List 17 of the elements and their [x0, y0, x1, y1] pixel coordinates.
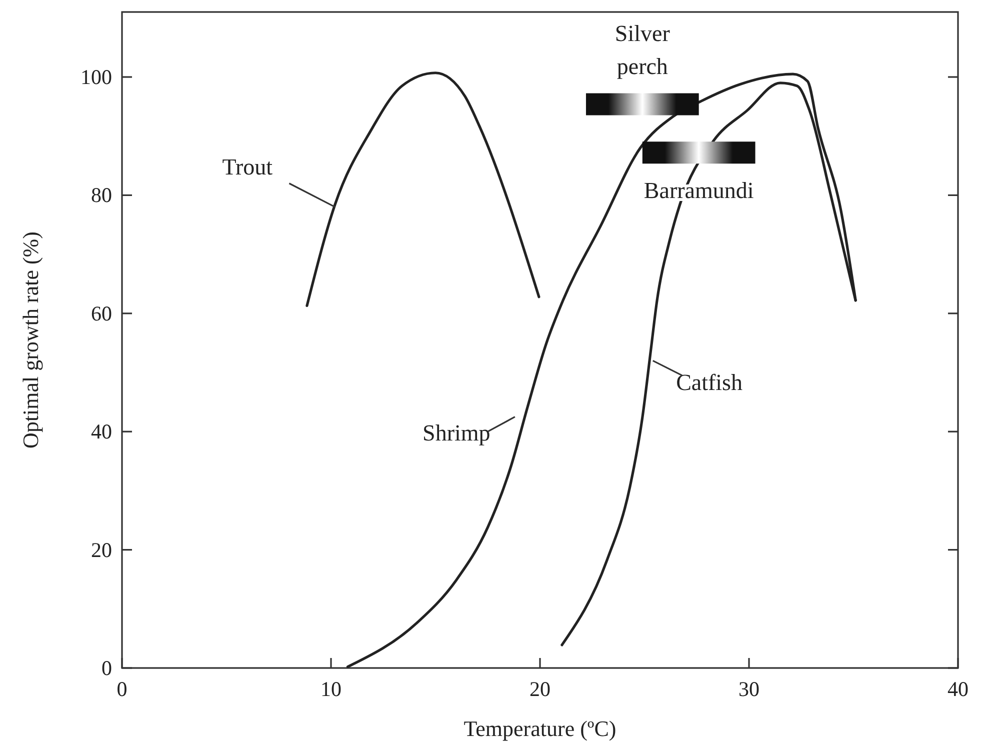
- series-label: Shrimp: [422, 420, 490, 446]
- x-axis-title: Temperature (ºC): [464, 716, 616, 741]
- y-tick-label: 40: [91, 420, 112, 444]
- y-tick-label: 100: [80, 65, 112, 90]
- series-label: Silver perch: [614, 21, 670, 80]
- y-tick-label: 20: [91, 538, 112, 562]
- y-tick-label: 0: [102, 656, 112, 680]
- x-tick-label: 20: [530, 677, 550, 701]
- text: Trout: [222, 154, 274, 180]
- x-tick-label: 30: [738, 677, 760, 701]
- y-tick-label: 80: [91, 183, 112, 208]
- x-tick-label: 0: [116, 677, 128, 701]
- x-tick-label: 10: [320, 677, 342, 701]
- series-label: Catfish: [676, 370, 744, 396]
- y-axis-title: Optimal growth rate (%): [18, 232, 43, 448]
- x-tick-label: 40: [948, 677, 968, 701]
- y-tick-label: 60: [91, 301, 112, 326]
